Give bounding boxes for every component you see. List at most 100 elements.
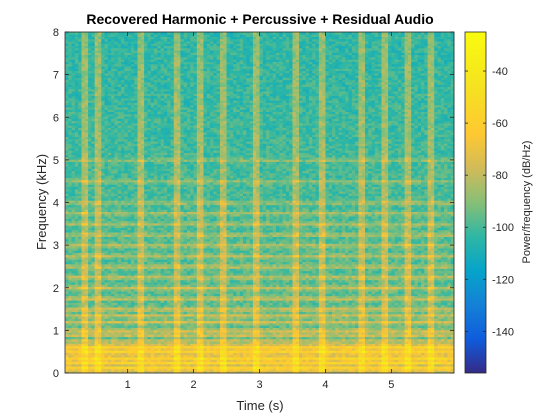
heatmap-cell [305, 366, 310, 369]
heatmap-cell [104, 302, 109, 306]
heatmap-cell [167, 341, 171, 344]
heatmap-cell [127, 343, 132, 347]
heatmap-cell [249, 302, 254, 306]
heatmap-cell [229, 279, 234, 283]
heatmap-cell [315, 277, 320, 281]
heatmap-cell [121, 313, 125, 317]
heatmap-cell [94, 293, 99, 297]
heatmap-cell [163, 361, 168, 365]
heatmap-cell [450, 318, 455, 322]
heatmap-cell [262, 347, 267, 351]
heatmap-cell [312, 291, 316, 294]
heatmap-cell [259, 307, 264, 310]
heatmap-cell [315, 352, 320, 356]
heatmap-cell [437, 307, 442, 310]
heatmap-cell [325, 302, 330, 306]
heatmap-cell [180, 366, 185, 369]
heatmap-cell [322, 343, 326, 347]
heatmap-cell [259, 300, 264, 303]
heatmap-cell [256, 359, 260, 363]
heatmap-cell [203, 302, 208, 306]
heatmap-cell [302, 286, 307, 290]
heatmap-cell [384, 300, 389, 303]
heatmap-cell [397, 288, 402, 292]
heatmap-cell [186, 275, 191, 278]
heatmap-cell [226, 291, 231, 294]
heatmap-cell [88, 284, 92, 288]
heatmap-cell [104, 320, 109, 324]
heatmap-cell [114, 332, 119, 335]
heatmap-cell [177, 366, 181, 369]
heatmap-cell [358, 318, 363, 322]
heatmap-cell [150, 275, 155, 278]
heatmap-cell [364, 318, 369, 322]
heatmap-cell [97, 320, 102, 324]
heatmap-cell [351, 327, 356, 331]
heatmap-cell [117, 322, 122, 326]
heatmap-cell [134, 311, 138, 315]
heatmap-cell [299, 329, 303, 333]
heatmap-cell [414, 286, 419, 290]
heatmap-cell [338, 302, 343, 306]
heatmap-cell [282, 279, 287, 283]
heatmap-cell [368, 284, 372, 288]
heatmap-cell [328, 293, 333, 297]
heatmap-cell [424, 277, 429, 281]
heatmap-cell [104, 347, 109, 351]
heatmap-cell [322, 313, 326, 317]
heatmap-cell [269, 345, 274, 349]
heatmap-cell [421, 282, 425, 285]
heatmap-cell [140, 282, 145, 285]
heatmap-cell [299, 313, 303, 317]
heatmap-cell [322, 366, 326, 369]
heatmap-cell [341, 313, 346, 317]
heatmap-cell [157, 297, 162, 301]
heatmap-cell [269, 277, 274, 281]
heatmap-cell [322, 302, 326, 306]
heatmap-cell [154, 302, 158, 306]
heatmap-cell [302, 357, 307, 360]
heatmap-cell [371, 370, 376, 374]
heatmap-cell [312, 277, 316, 281]
heatmap-cell [430, 277, 435, 281]
heatmap-cell [71, 341, 76, 344]
heatmap-cell [223, 313, 227, 317]
heatmap-cell [167, 282, 171, 285]
heatmap-cell [378, 313, 382, 317]
heatmap-cell [196, 341, 201, 344]
heatmap-cell [269, 293, 274, 297]
heatmap-cell [371, 363, 376, 367]
heatmap-cell [213, 338, 218, 342]
heatmap-cell [97, 357, 102, 360]
heatmap-cell [335, 347, 340, 351]
heatmap-cell [285, 316, 290, 319]
heatmap-cell [203, 295, 208, 299]
heatmap-cell [121, 307, 125, 310]
heatmap-cell [364, 350, 369, 353]
heatmap-cell [421, 316, 425, 319]
heatmap-cell [196, 334, 201, 338]
heatmap-cell [447, 279, 452, 283]
heatmap-cell [338, 359, 343, 363]
heatmap-cell [163, 354, 168, 358]
heatmap-cell [401, 288, 405, 292]
heatmap-cell [71, 366, 76, 369]
heatmap-cell [121, 288, 125, 292]
heatmap-cell [74, 295, 79, 299]
heatmap-cell [193, 277, 198, 281]
heatmap-cell [345, 286, 349, 290]
heatmap-cell [150, 284, 155, 288]
heatmap-cell [381, 370, 386, 374]
heatmap-cell [308, 363, 313, 367]
heatmap-cell [167, 332, 171, 335]
heatmap-cell [256, 370, 260, 374]
heatmap-cell [107, 352, 112, 356]
heatmap-cell [150, 359, 155, 363]
heatmap-cell [223, 304, 227, 308]
heatmap-cell [384, 302, 389, 306]
heatmap-cell [200, 316, 204, 319]
heatmap-cell [114, 338, 119, 342]
heatmap-cell [216, 295, 221, 299]
heatmap-cell [74, 366, 79, 369]
heatmap-cell [332, 279, 336, 283]
